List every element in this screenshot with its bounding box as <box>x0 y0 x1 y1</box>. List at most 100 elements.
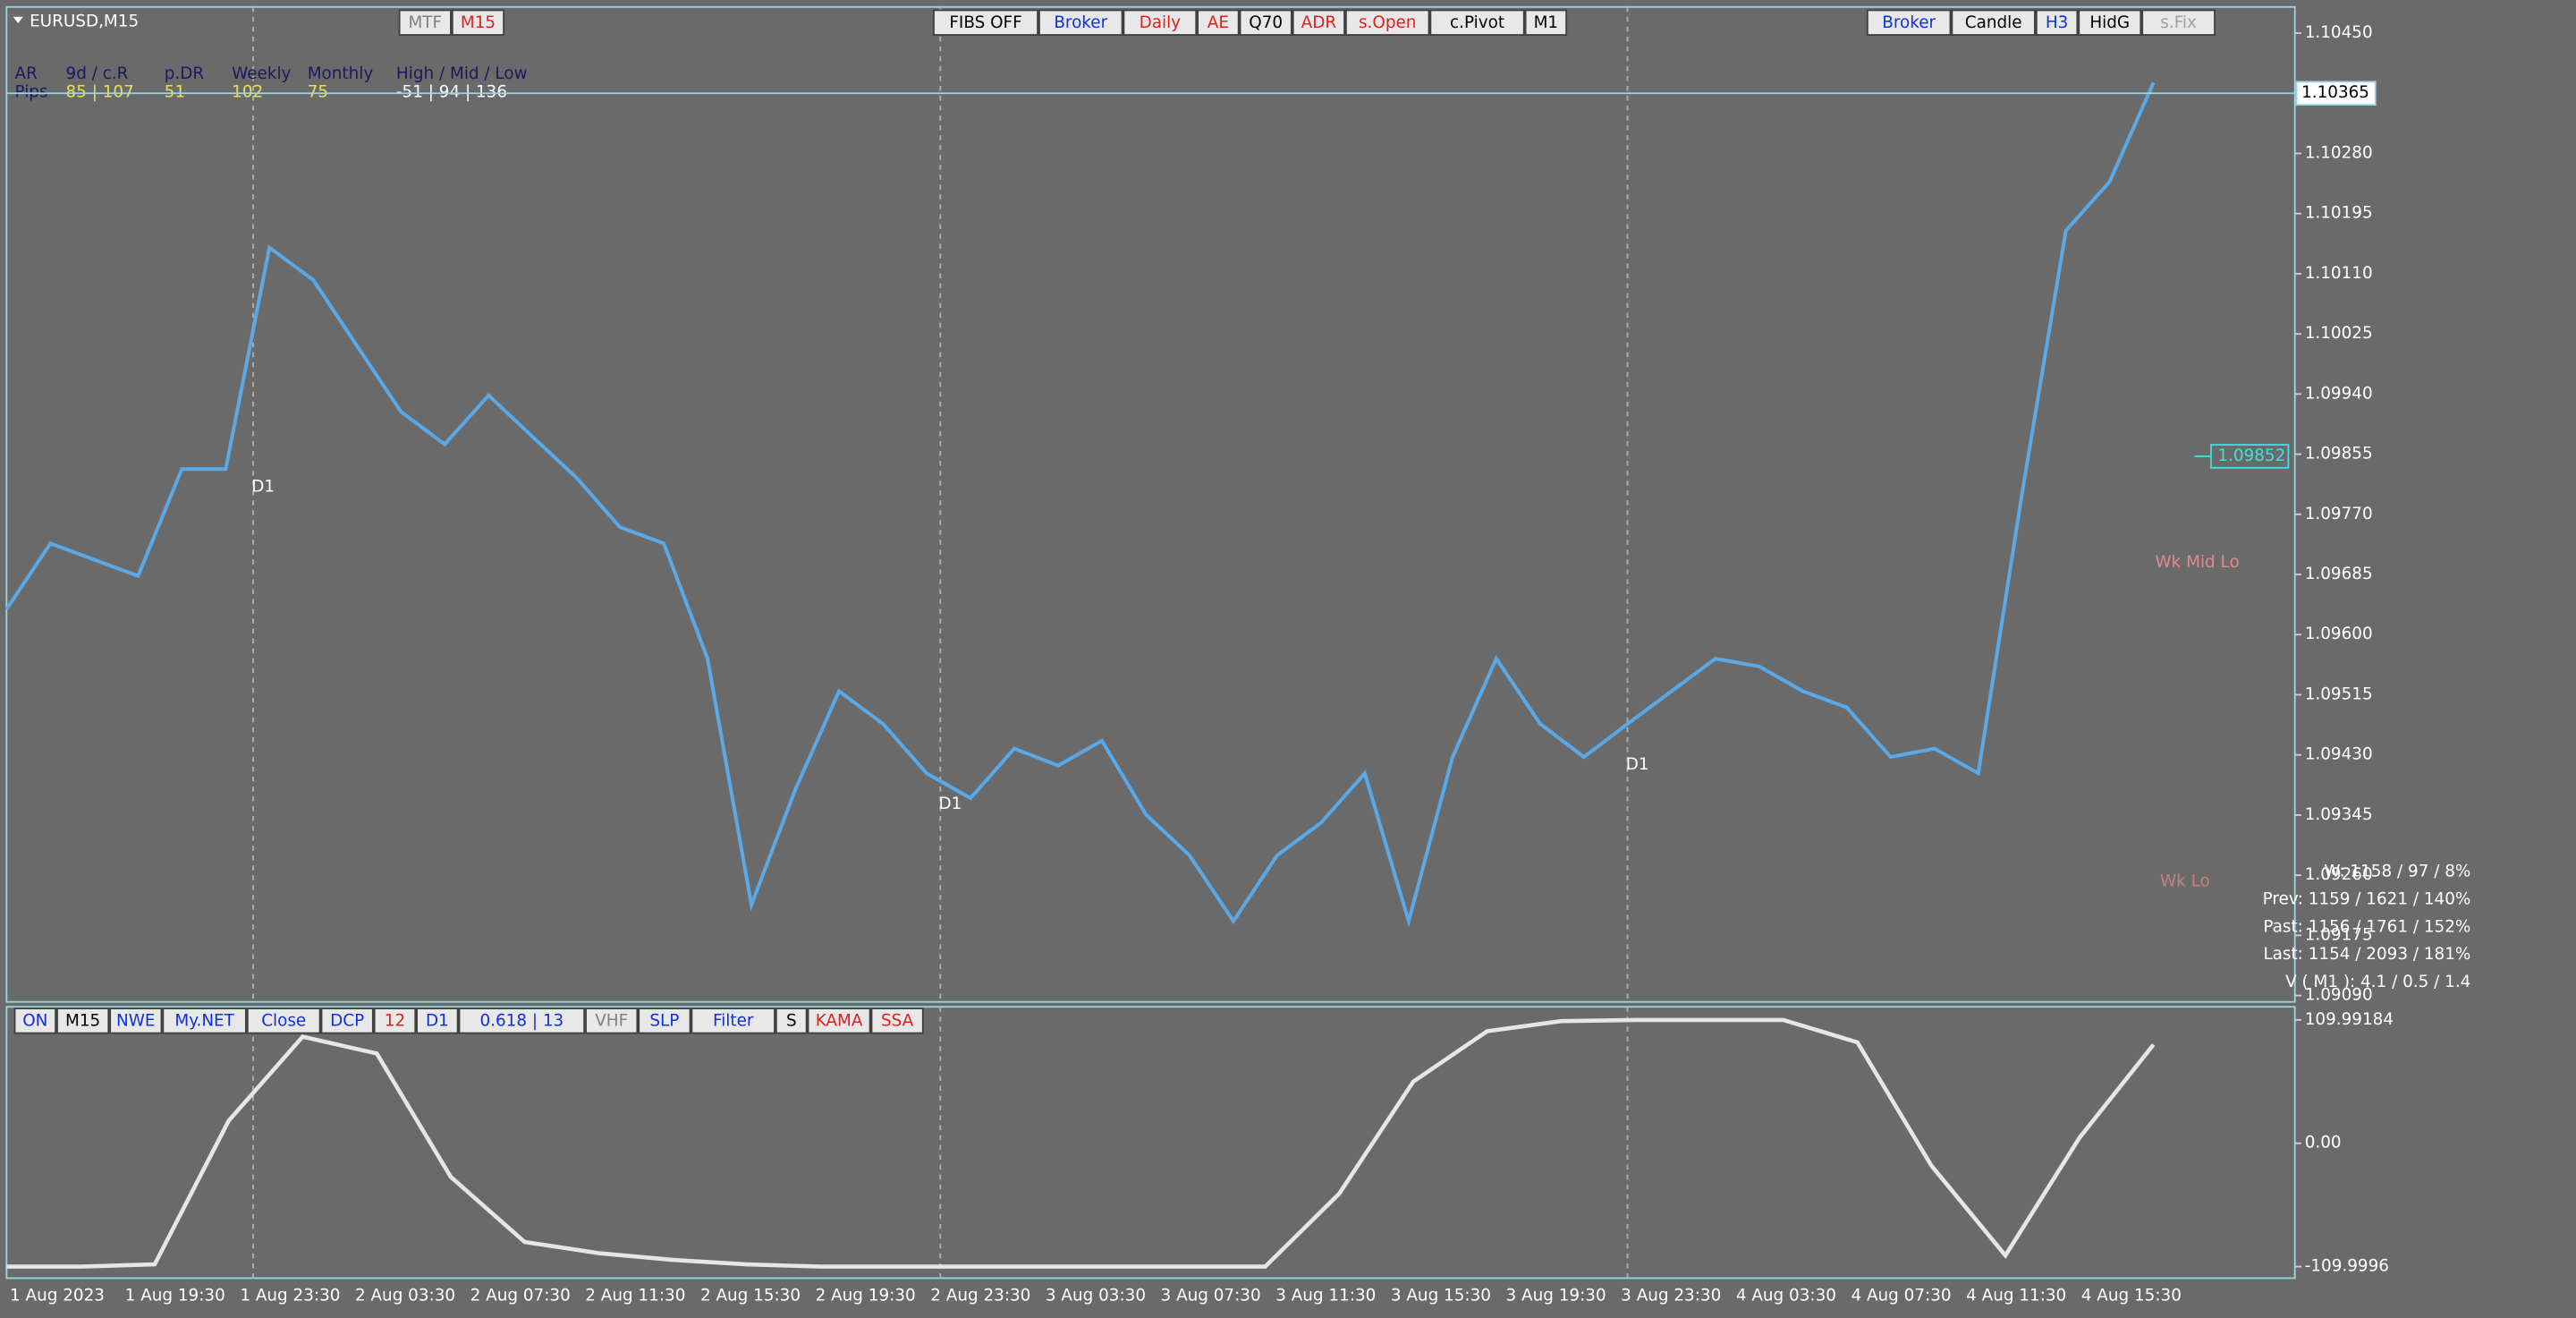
stat-line: Prev: 1159 / 1621 / 140% <box>2263 889 2471 908</box>
button-label[interactable]: DCP <box>330 1012 364 1031</box>
toolbar-button[interactable] <box>373 1008 417 1034</box>
y-tick-label: 1.10195 <box>2305 204 2373 223</box>
symbol-label: EURUSD,M15 <box>30 12 139 30</box>
time-label: 1 Aug 23:30 <box>240 1287 340 1305</box>
time-label: 3 Aug 03:30 <box>1046 1287 1146 1305</box>
main-pane <box>5 5 2296 1003</box>
toolbar-button[interactable] <box>638 1008 691 1034</box>
info-header: Weekly <box>232 64 291 83</box>
stat-line: Past: 1156 / 1761 / 152% <box>2263 917 2470 936</box>
time-label: 1 Aug 2023 <box>10 1287 105 1305</box>
time-label: 2 Aug 11:30 <box>585 1287 685 1305</box>
info-header: AR <box>15 64 38 83</box>
d1-label: D1 <box>1626 755 1649 774</box>
series-line <box>6 1017 2156 1269</box>
info-value: 75 <box>308 82 328 101</box>
toolbar-button[interactable] <box>1866 9 1952 36</box>
toolbar-button[interactable] <box>585 1008 639 1034</box>
button-label[interactable]: M15 <box>461 13 496 32</box>
y-tick-label: 1.09770 <box>2305 505 2373 523</box>
button-label[interactable]: KAMA <box>816 1012 863 1031</box>
button-label[interactable]: SSA <box>881 1012 914 1031</box>
time-label: 4 Aug 07:30 <box>1851 1287 1951 1305</box>
time-label: 2 Aug 23:30 <box>930 1287 1030 1305</box>
button-label[interactable]: HidG <box>2089 13 2130 32</box>
info-value: -51 | 94 | 136 <box>396 82 507 101</box>
button-label[interactable]: NWE <box>116 1012 156 1031</box>
toolbar-button[interactable] <box>2078 9 2142 36</box>
button-label[interactable]: D1 <box>426 1012 449 1031</box>
toolbar-button[interactable] <box>775 1008 808 1034</box>
y-tick-label: 1.09940 <box>2305 384 2373 403</box>
button-label[interactable]: Broker <box>1054 13 1107 32</box>
toolbar-button[interactable] <box>1429 9 1525 36</box>
y-tick-label: 1.10280 <box>2305 143 2373 162</box>
toolbar-button[interactable] <box>1197 9 1240 36</box>
toolbar-button[interactable] <box>2141 9 2216 36</box>
toolbar-button[interactable] <box>13 1008 57 1034</box>
info-value: 102 <box>232 82 263 101</box>
toolbar-button[interactable] <box>416 1008 459 1034</box>
info-header: 9d / c.R <box>66 64 129 83</box>
y-tick-label: 1.10450 <box>2305 23 2373 42</box>
toolbar-button[interactable] <box>1038 9 1123 36</box>
button-label[interactable]: Filter <box>713 1012 754 1031</box>
button-label[interactable]: Broker <box>1882 13 1936 32</box>
toolbar-button[interactable] <box>320 1008 374 1034</box>
toolbar-button[interactable] <box>451 9 505 36</box>
toolbar-button[interactable] <box>1524 9 1568 36</box>
info-header: Monthly <box>308 64 374 83</box>
button-label[interactable]: M1 <box>1534 13 1559 32</box>
toolbar-button[interactable] <box>1344 9 1430 36</box>
button-label[interactable]: FIBS OFF <box>949 13 1021 32</box>
toolbar-button[interactable] <box>246 1008 321 1034</box>
button-label[interactable]: H3 <box>2046 13 2069 32</box>
toolbar-button[interactable] <box>691 1008 775 1034</box>
time-label: 3 Aug 11:30 <box>1275 1287 1376 1305</box>
toolbar-button[interactable] <box>1123 9 1198 36</box>
button-label[interactable]: 0.618 | 13 <box>479 1012 564 1031</box>
toolbar-button[interactable] <box>2035 9 2079 36</box>
toolbar-button[interactable] <box>162 1008 247 1034</box>
toolbar-button[interactable] <box>109 1008 163 1034</box>
button-label[interactable]: 12 <box>385 1012 405 1031</box>
y-tick-label: 1.09175 <box>2305 925 2373 944</box>
toolbar-button[interactable] <box>1239 9 1292 36</box>
toolbar-button[interactable] <box>1292 9 1345 36</box>
y-tick-label: 1.09260 <box>2305 865 2373 884</box>
y-tick-label: 1.09345 <box>2305 805 2373 824</box>
button-label[interactable]: Q70 <box>1249 13 1283 32</box>
toolbar-button[interactable] <box>870 1008 924 1034</box>
button-label[interactable]: SLP <box>649 1012 679 1031</box>
toolbar-button[interactable] <box>807 1008 871 1034</box>
toolbar-button[interactable] <box>1951 9 2036 36</box>
button-label[interactable]: AE <box>1208 13 1229 32</box>
toolbar-button[interactable] <box>458 1008 586 1034</box>
toolbar-button[interactable] <box>56 1008 110 1034</box>
button-label[interactable]: Close <box>261 1012 306 1031</box>
button-label[interactable]: Daily <box>1140 13 1182 32</box>
level-label: Wk Lo <box>2160 872 2210 891</box>
button-label[interactable]: VHF <box>595 1012 628 1031</box>
button-label[interactable]: s.Fix <box>2160 13 2197 32</box>
button-label[interactable]: My.NET <box>174 1012 234 1031</box>
time-label: 1 Aug 19:30 <box>125 1287 225 1305</box>
button-label[interactable]: c.Pivot <box>1450 13 1504 32</box>
y-tick-label: -109.9996 <box>2305 1257 2389 1276</box>
d1-label: D1 <box>251 477 275 496</box>
button-label[interactable]: Candle <box>1965 13 2022 32</box>
y-tick-label: 0.00 <box>2305 1134 2342 1152</box>
button-label[interactable]: ON <box>22 1012 47 1031</box>
button-label[interactable]: ADR <box>1301 13 1337 32</box>
toolbar-button[interactable] <box>933 9 1039 36</box>
time-label: 4 Aug 15:30 <box>2081 1287 2182 1305</box>
time-label: 3 Aug 15:30 <box>1391 1287 1491 1305</box>
button-label[interactable]: S <box>786 1012 797 1031</box>
button-label[interactable]: s.Open <box>1359 13 1416 32</box>
button-label[interactable]: M15 <box>65 1012 100 1031</box>
button-label[interactable]: MTF <box>408 13 442 32</box>
price-box-label: 1.09852 <box>2217 446 2285 465</box>
menu-arrow[interactable] <box>13 16 23 24</box>
toolbar-button[interactable] <box>398 9 452 36</box>
